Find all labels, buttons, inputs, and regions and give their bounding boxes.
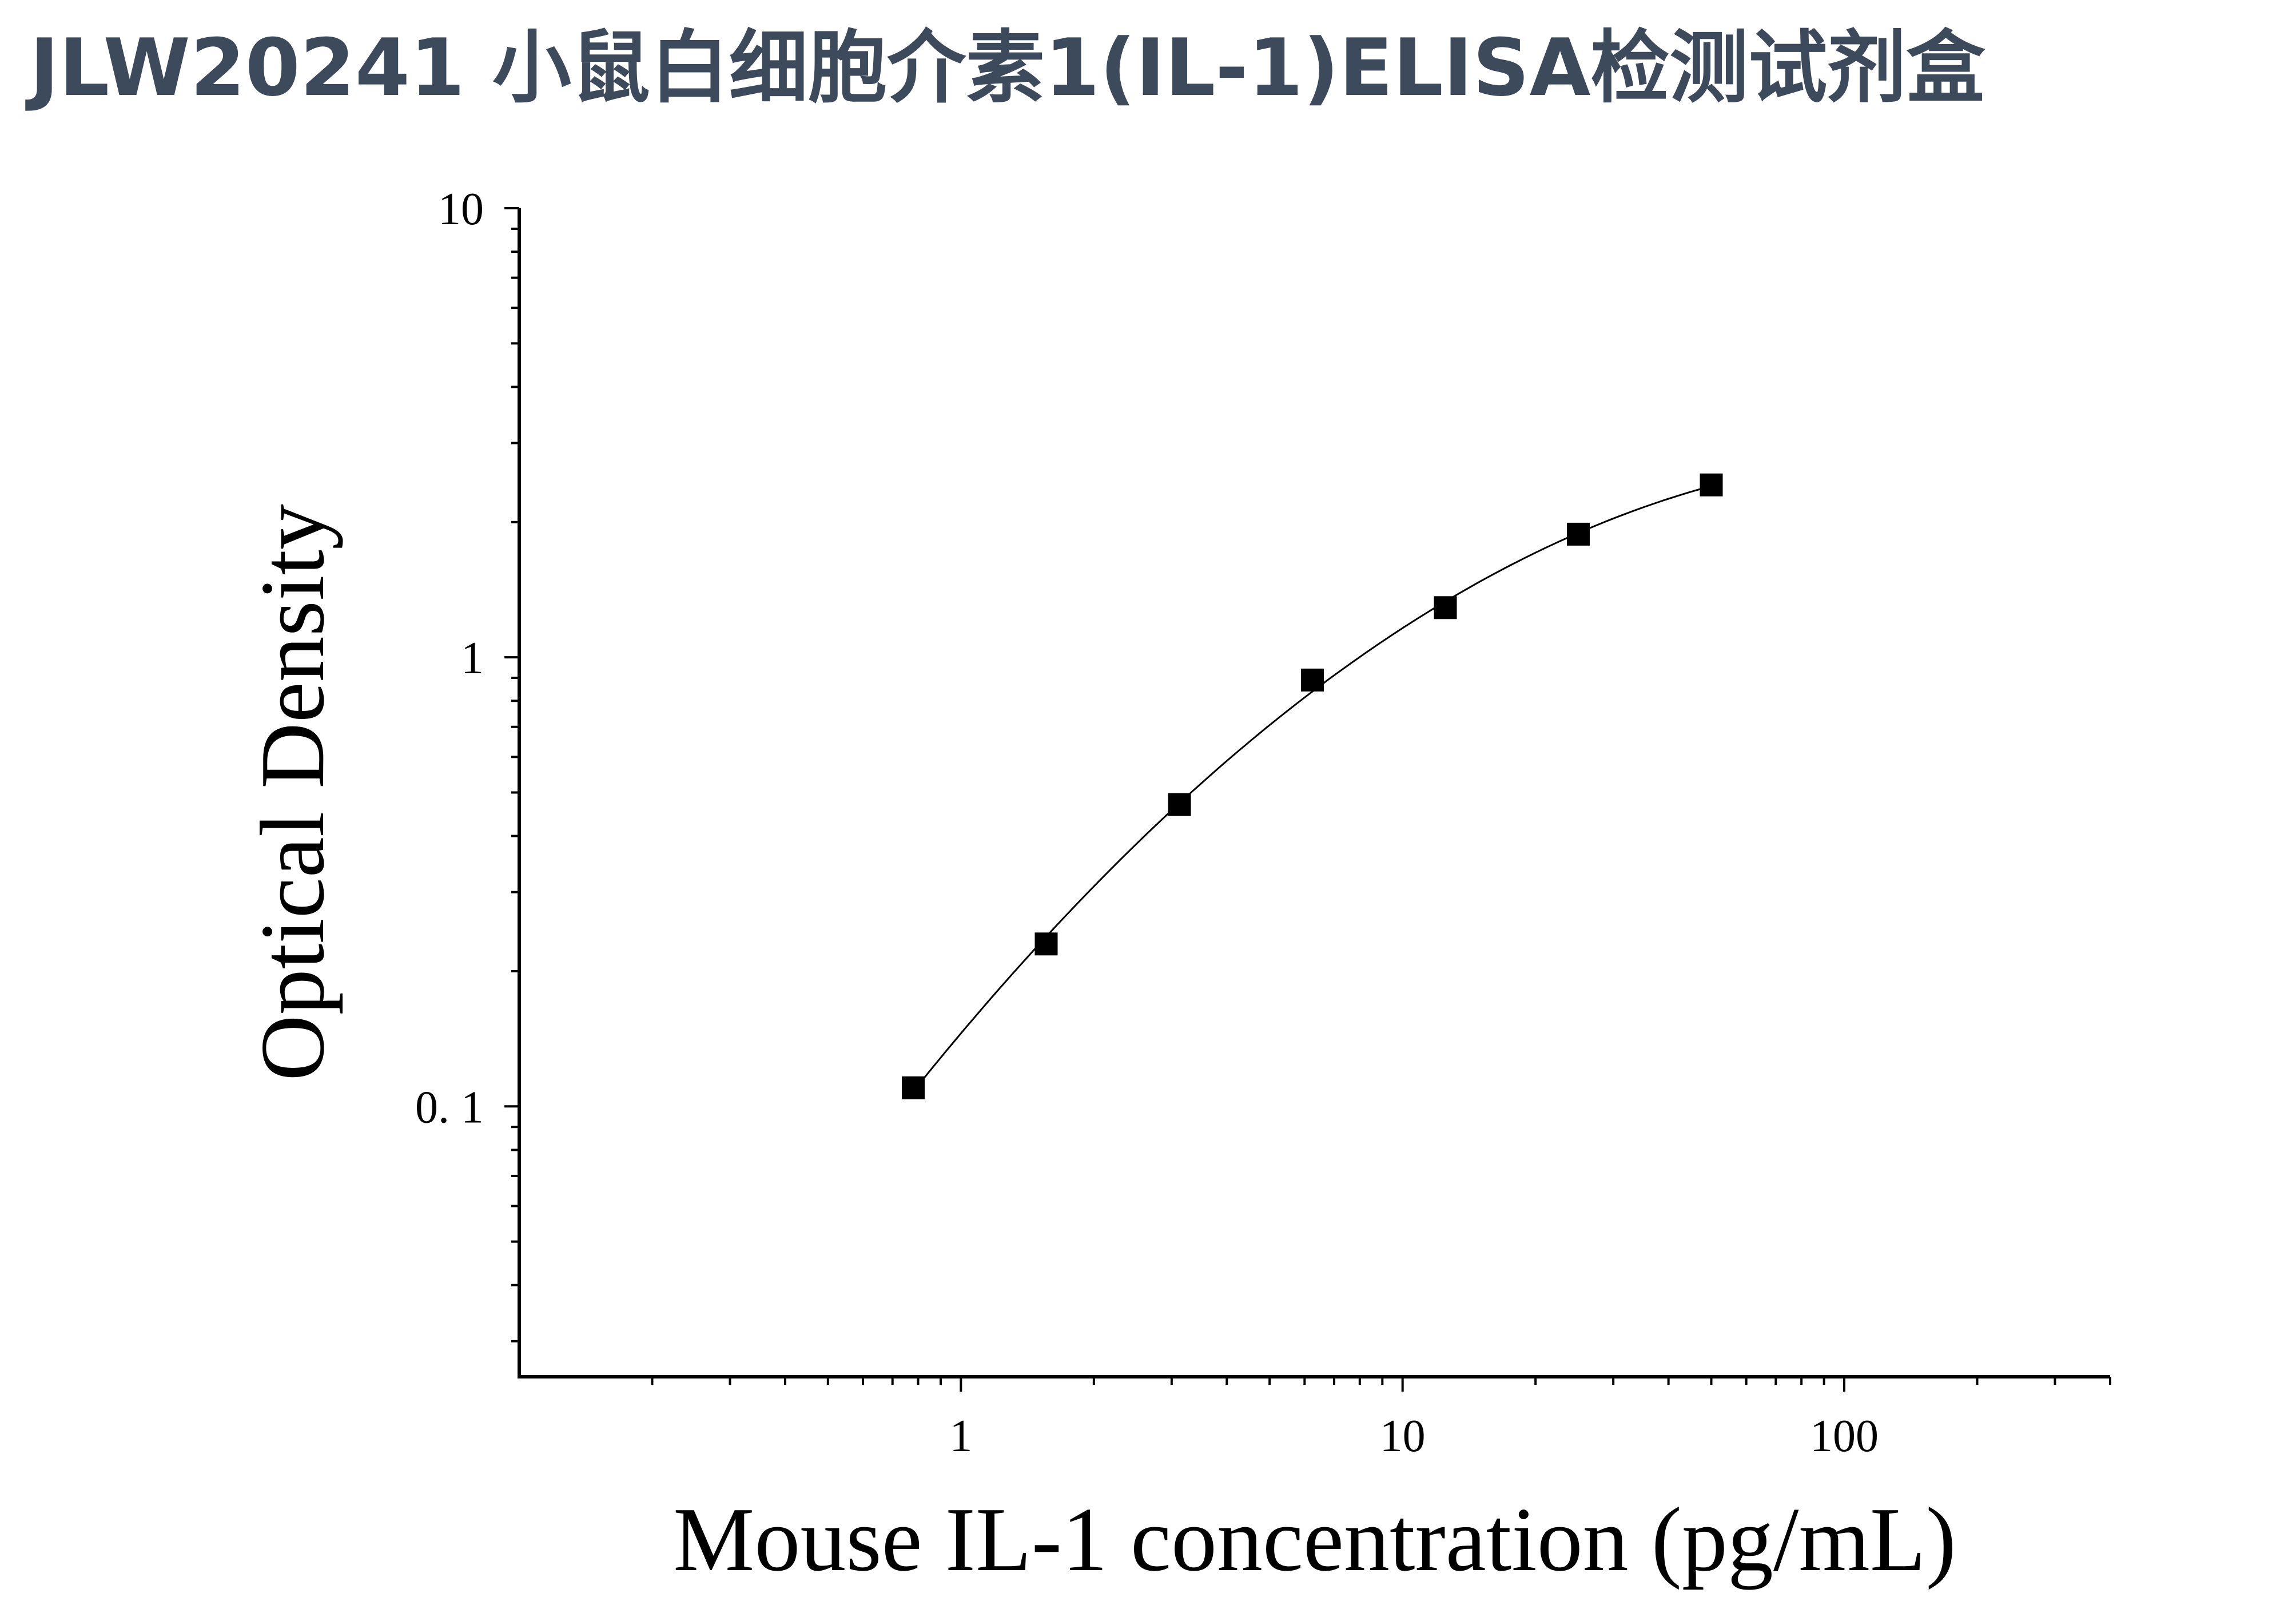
x-axis-title: Mouse IL-1 concentration (pg/mL) (673, 1488, 1956, 1590)
data-point (1567, 522, 1590, 546)
data-points (901, 473, 1723, 1099)
x-tick-label: 1 (949, 1411, 972, 1461)
y-tick-label: 1 (461, 633, 484, 684)
data-point (1434, 596, 1457, 619)
data-point (1168, 793, 1191, 816)
x-tick-label: 10 (1380, 1411, 1426, 1461)
data-point (1034, 932, 1058, 956)
y-tick-label: 0. 1 (415, 1082, 484, 1133)
x-tick-label: 100 (1810, 1411, 1879, 1461)
y-axis-title: Optical Density (241, 504, 343, 1081)
data-point (901, 1076, 925, 1099)
axes (518, 208, 2110, 1378)
y-axis-ticks: 0. 1 1 10 (415, 184, 519, 1342)
data-point (1301, 668, 1324, 692)
y-tick-label: 10 (438, 184, 484, 235)
x-axis-ticks: 1 10 100 (651, 1377, 2111, 1461)
page-title: JLW20241 小鼠白细胞介素1(IL-1)ELISA检测试剂盒 (30, 22, 1985, 114)
fit-curve (912, 485, 1712, 1092)
data-point (1700, 473, 1723, 496)
